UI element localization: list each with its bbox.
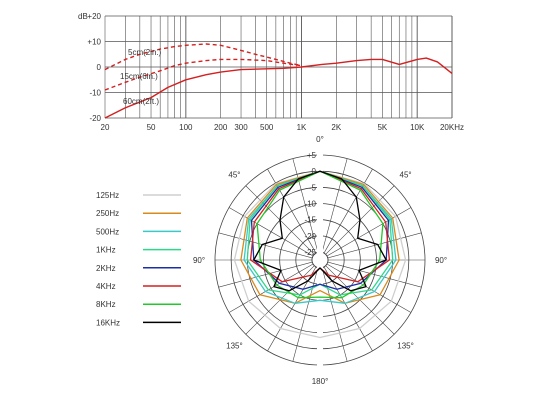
polar-series-16khz	[253, 170, 387, 292]
polar-r-tick-label: 0	[312, 167, 317, 176]
freq-x-tick-label: 300	[234, 123, 248, 132]
polar-spoke	[218, 261, 313, 288]
freq-y-tick-label: +10	[87, 38, 101, 47]
polar-legend-label: 250Hz	[96, 209, 119, 218]
polar-angle-label: 180°	[312, 377, 329, 386]
polar-angle-label: 90°	[193, 256, 205, 265]
polar-grid	[214, 153, 426, 367]
freq-x-tick-label: 50	[147, 123, 156, 132]
polar-angle-label: 45°	[400, 170, 412, 179]
polar-angle-label: 0°	[316, 135, 324, 144]
freq-x-tick-label: 20	[101, 123, 110, 132]
polar-axis-gap	[317, 153, 323, 367]
polar-spoke	[327, 261, 422, 288]
polar-angle-label: 90°	[435, 256, 447, 265]
freq-x-tick-label: 200	[214, 123, 228, 132]
polar-legend-label: 8KHz	[96, 300, 116, 309]
polar-angle-label: 45°	[228, 170, 240, 179]
polar-spoke	[321, 158, 348, 253]
polar-spoke	[228, 263, 314, 313]
polar-r-tick-label: -15	[304, 216, 316, 225]
polar-spoke	[327, 232, 422, 259]
polar-r-tick-label: -25	[304, 248, 316, 257]
polar-spoke	[228, 207, 314, 257]
polar-spoke	[326, 207, 412, 257]
polar-series-group	[233, 170, 407, 339]
freq-series-label: 5cm(2in.)	[128, 48, 162, 57]
polar-series-125hz	[233, 170, 407, 339]
polar-r-tick-label: +5	[307, 151, 317, 160]
freq-y-axis-label: dB	[78, 12, 88, 21]
polar-spoke	[218, 232, 313, 259]
polar-legend-label: 16KHz	[96, 318, 120, 327]
freq-series-label: 15cm(6in.)	[120, 72, 158, 81]
polar-series-500hz	[243, 170, 397, 304]
frequency-response-chart: +20 +10 0 -10 -20 dB 20 50 100 200 300 500 1K 2K 5K 10K…	[78, 12, 464, 132]
freq-y-tick-label: 0	[97, 63, 102, 72]
polar-spoke	[292, 158, 319, 253]
freq-series-5cm-2in	[104, 43, 302, 71]
freq-x-tick-label: 20KHz	[440, 123, 464, 132]
freq-y-tick-label: -10	[89, 89, 101, 98]
polar-angle-label: 135°	[226, 342, 243, 351]
frequency-series-group	[104, 43, 453, 119]
freq-x-tick-label: 100	[179, 123, 193, 132]
frequency-labels: +20 +10 0 -10 -20 dB 20 50 100 200 300 500 1K 2K 5K 10K…	[78, 12, 464, 132]
polar-series-8khz	[256, 170, 384, 299]
polar-r-tick-label: -5	[309, 183, 317, 192]
freq-series-15cm-6in	[104, 58, 302, 91]
freq-series-60cm-2ft	[104, 57, 453, 119]
polar-legend-label: 125Hz	[96, 191, 119, 200]
polar-spoke	[292, 267, 319, 362]
polar-labels: +5 0 -5 -10 -15 -20 -25 0° 45° 90° 135° 180° 135° 90°…	[193, 135, 447, 386]
polar-r-tick-label: -10	[304, 200, 316, 209]
polar-series-250hz	[240, 170, 400, 304]
polar-series-2khz	[250, 170, 390, 290]
polar-legend-label: 2KHz	[96, 264, 116, 273]
freq-x-tick-label: 2K	[331, 123, 341, 132]
freq-x-tick-label: 1K	[297, 123, 307, 132]
freq-x-tick-label: 5K	[377, 123, 387, 132]
polar-r-tick-label: -20	[304, 232, 316, 241]
freq-y-tick-label: +20	[87, 12, 101, 21]
polar-angle-label: 135°	[397, 342, 414, 351]
freq-x-tick-label: 10K	[410, 123, 425, 132]
polar-legend-label: 500Hz	[96, 227, 119, 236]
polar-legend: 125Hz 250Hz 500Hz 1KHz 2KHz 4KHz 8KHz 16KHz	[96, 191, 181, 327]
polar-legend-label: 4KHz	[96, 282, 116, 291]
polar-spoke	[321, 267, 348, 362]
polar-legend-label: 1KHz	[96, 246, 116, 255]
polar-spoke	[326, 263, 412, 313]
freq-series-label: 60cm(2ft.)	[123, 97, 159, 106]
freq-x-tick-label: 500	[260, 123, 274, 132]
freq-y-tick-label: -20	[89, 114, 101, 123]
